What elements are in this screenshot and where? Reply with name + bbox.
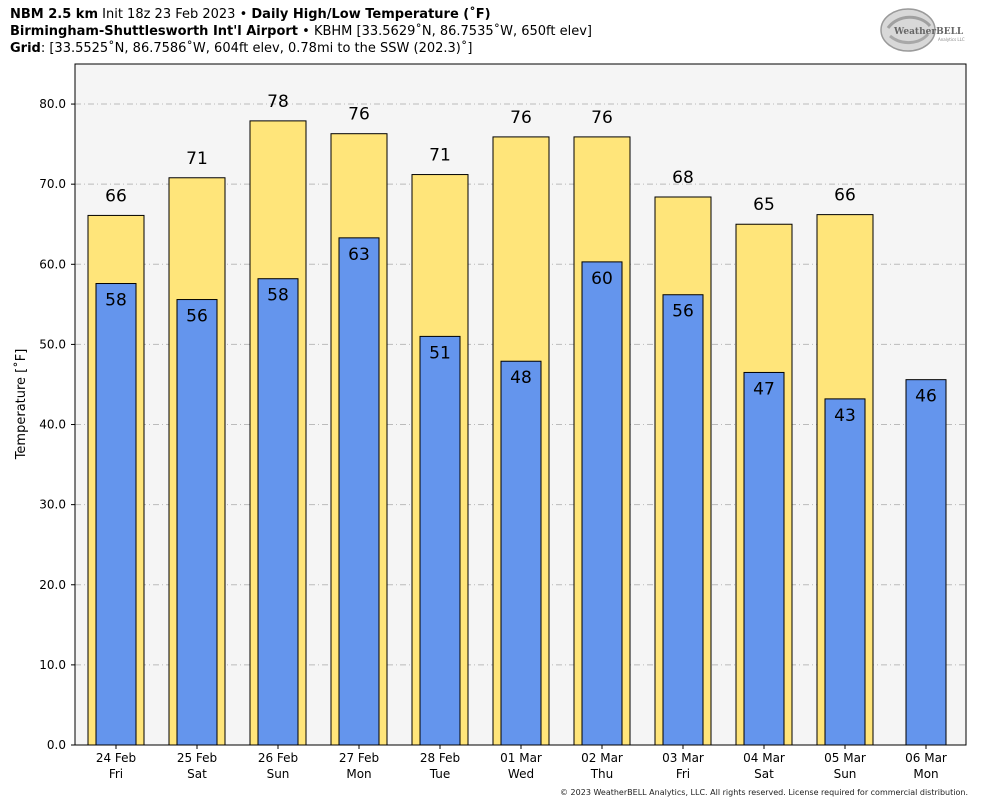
low-value-label: 46: [915, 387, 937, 407]
low-bar: [419, 335, 461, 746]
low-value-label: 51: [429, 343, 451, 363]
high-value-label: 76: [591, 108, 613, 128]
init-time: Init 18z 23 Feb 2023 •: [98, 7, 252, 22]
data-labels: 66 58 71 56 78 58 76 63 71 51 76 48 76 60 68 56 65 47 66 43…: [105, 92, 937, 426]
x-tick-label-day: Mon: [346, 767, 371, 781]
x-tick-label-day: Sat: [187, 767, 207, 781]
station-name: Birmingham-Shuttlesworth Int'l Airport: [10, 24, 299, 39]
x-axis: 24 Feb Fri 25 Feb Sat 26 Feb Sun 27 Feb Mon 28 F…: [96, 745, 947, 781]
header-line-2: Birmingham-Shuttlesworth Int'l Airport •…: [10, 23, 592, 40]
x-tick-label-date: 27 Feb: [339, 751, 379, 765]
low-bar: [905, 379, 947, 746]
x-tick-label-day: Fri: [676, 767, 690, 781]
y-tick-label: 10.0: [39, 658, 66, 672]
high-value-label: 76: [510, 108, 532, 128]
x-tick-label-day: Thu: [590, 767, 614, 781]
y-tick-label: 0.0: [47, 738, 66, 752]
y-tick-label: 80.0: [39, 97, 66, 111]
high-value-label: 68: [672, 168, 694, 188]
x-tick-label-day: Fri: [109, 767, 123, 781]
x-tick-label-day: Mon: [913, 767, 938, 781]
low-bar: [257, 278, 299, 746]
x-tick-label-day: Sun: [834, 767, 857, 781]
low-value-label: 58: [267, 286, 289, 306]
low-value-label: 58: [105, 291, 127, 311]
plot-border: [74, 63, 967, 746]
y-axis-label: Temperature [˚F]: [13, 349, 29, 461]
x-tick-label-date: 28 Feb: [420, 751, 460, 765]
low-value-label: 60: [591, 269, 613, 289]
x-tick-label-date: 03 Mar: [662, 751, 704, 765]
x-tick-label-date: 25 Feb: [177, 751, 217, 765]
high-value-label: 76: [348, 105, 370, 125]
weatherbell-logo: WeatherBELL Analytics LLC: [880, 8, 965, 52]
x-tick-label-date: 02 Mar: [581, 751, 623, 765]
low-bar: [338, 237, 380, 746]
bars: [87, 120, 947, 746]
low-bar: [176, 299, 218, 746]
high-value-label: 65: [753, 195, 775, 215]
low-bar: [824, 398, 866, 746]
y-tick-label: 60.0: [39, 257, 66, 271]
x-tick-label-date: 01 Mar: [500, 751, 542, 765]
x-tick-label-day: Tue: [429, 767, 451, 781]
x-tick-label-date: 05 Mar: [824, 751, 866, 765]
high-value-label: 78: [267, 92, 289, 112]
x-tick-label-day: Sat: [754, 767, 774, 781]
y-tick-label: 30.0: [39, 498, 66, 512]
x-tick-label-day: Sun: [267, 767, 290, 781]
grid-coords: : [33.5525˚N, 86.7586˚W, 604ft elev, 0.7…: [40, 41, 473, 56]
low-bar: [581, 261, 623, 746]
low-bar: [743, 371, 785, 746]
logo-text: WeatherBELL: [893, 27, 964, 37]
low-value-label: 43: [834, 406, 856, 426]
y-tick-label: 40.0: [39, 418, 66, 432]
low-value-label: 48: [510, 368, 532, 388]
model-name: NBM 2.5 km: [10, 7, 98, 22]
low-bar: [500, 360, 542, 746]
header-line-3: Grid: [33.5525˚N, 86.7586˚W, 604ft elev,…: [10, 40, 472, 57]
high-value-label: 66: [834, 186, 856, 206]
copyright: © 2023 WeatherBELL Analytics, LLC. All r…: [560, 788, 968, 797]
low-bar: [95, 283, 137, 746]
high-value-label: 71: [429, 146, 451, 166]
x-tick-label-date: 04 Mar: [743, 751, 785, 765]
y-tick-label: 20.0: [39, 578, 66, 592]
low-value-label: 63: [348, 245, 370, 265]
header-line-1: NBM 2.5 km Init 18z 23 Feb 2023 • Daily …: [10, 6, 491, 23]
x-tick-label-date: 26 Feb: [258, 751, 298, 765]
low-bar: [662, 294, 704, 746]
low-value-label: 47: [753, 379, 775, 399]
high-value-label: 71: [186, 149, 208, 169]
low-value-label: 56: [672, 302, 694, 322]
x-tick-label-date: 06 Mar: [905, 751, 947, 765]
y-axis: 0.0 10.0 20.0 30.0 40.0 50.0 60.0 70.0 80.0: [39, 97, 75, 752]
station-coords: • KBHM [33.5629˚N, 86.7535˚W, 650ft elev…: [298, 24, 592, 39]
high-value-label: 66: [105, 186, 127, 206]
logo-subtext: Analytics LLC: [938, 37, 965, 42]
product-title: Daily High/Low Temperature (˚F): [251, 7, 491, 22]
y-tick-label: 70.0: [39, 177, 66, 191]
low-value-label: 56: [186, 307, 208, 327]
grid-label: Grid: [10, 41, 41, 56]
x-tick-label-day: Wed: [508, 767, 534, 781]
x-tick-label-date: 24 Feb: [96, 751, 136, 765]
y-tick-label: 50.0: [39, 337, 66, 351]
